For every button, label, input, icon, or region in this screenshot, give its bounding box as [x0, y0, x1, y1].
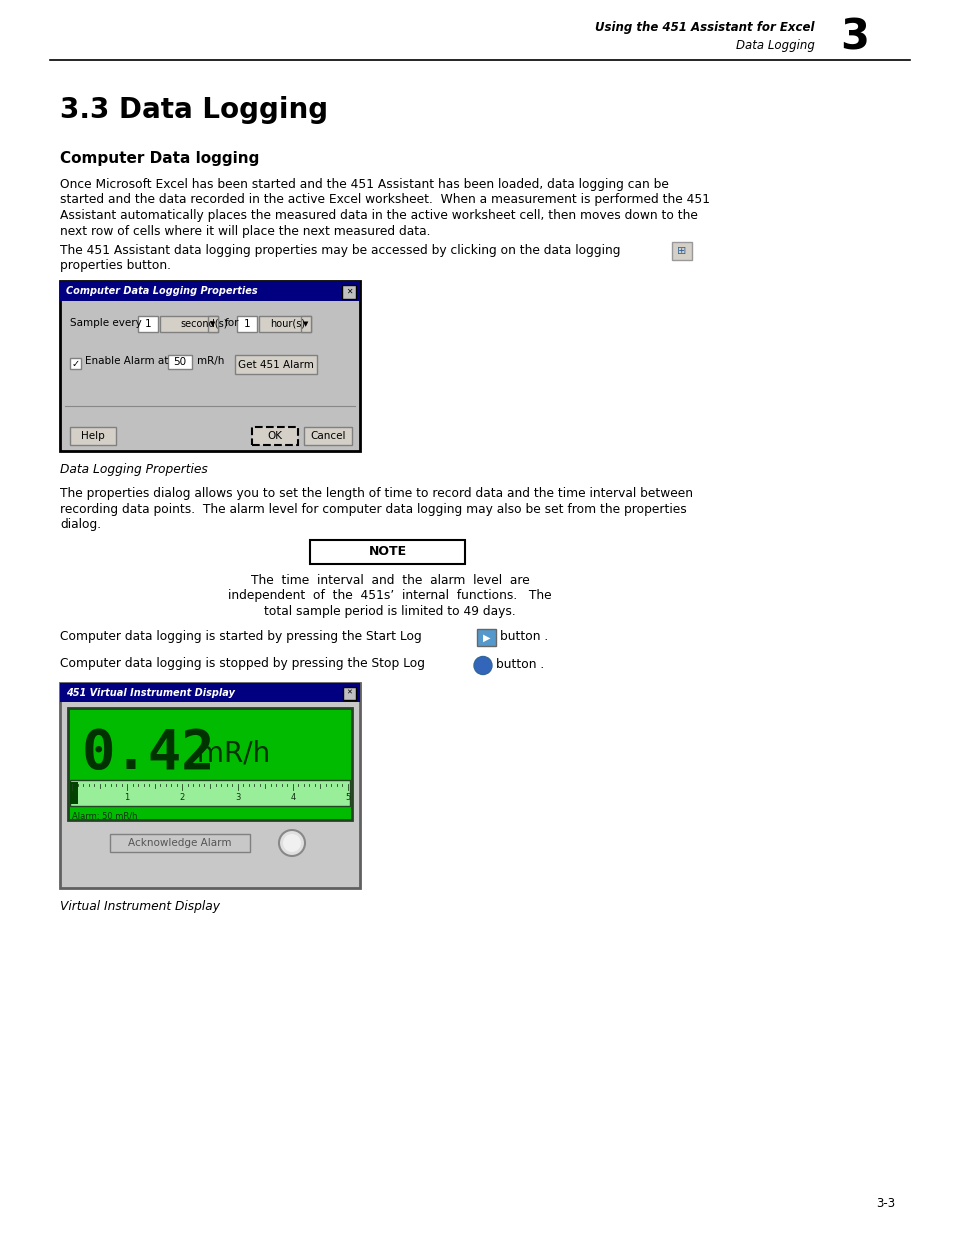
FancyBboxPatch shape — [301, 316, 311, 332]
Text: independent  of  the  451s’  internal  functions.   The: independent of the 451s’ internal functi… — [228, 589, 551, 601]
Text: The  time  interval  and  the  alarm  level  are: The time interval and the alarm level ar… — [251, 573, 529, 587]
FancyBboxPatch shape — [138, 316, 158, 332]
FancyBboxPatch shape — [252, 427, 297, 445]
Text: Assistant automatically places the measured data in the active worksheet cell, t: Assistant automatically places the measu… — [60, 209, 698, 222]
Text: started and the data recorded in the active Excel worksheet.  When a measurement: started and the data recorded in the act… — [60, 194, 709, 206]
FancyBboxPatch shape — [341, 285, 355, 299]
FancyBboxPatch shape — [208, 316, 218, 332]
Text: Alarm: 50 mR/h: Alarm: 50 mR/h — [71, 811, 137, 820]
FancyBboxPatch shape — [160, 316, 218, 332]
Text: 0: 0 — [70, 794, 74, 803]
Text: 5: 5 — [345, 794, 351, 803]
FancyBboxPatch shape — [168, 354, 192, 369]
Text: ▼: ▼ — [210, 321, 215, 327]
Text: 3.3 Data Logging: 3.3 Data Logging — [60, 96, 328, 124]
Text: The properties dialog allows you to set the length of time to record data and th: The properties dialog allows you to set … — [60, 487, 692, 500]
FancyBboxPatch shape — [236, 316, 256, 332]
Text: ✕: ✕ — [345, 287, 352, 295]
Text: Computer data logging is started by pressing the Start Log: Computer data logging is started by pres… — [60, 630, 421, 643]
FancyBboxPatch shape — [343, 687, 355, 700]
FancyBboxPatch shape — [304, 427, 352, 445]
FancyBboxPatch shape — [60, 282, 359, 451]
Text: Once Microsoft Excel has been started and the 451 Assistant has been loaded, dat: Once Microsoft Excel has been started an… — [60, 178, 668, 191]
Text: The 451 Assistant data logging properties may be accessed by clicking on the dat: The 451 Assistant data logging propertie… — [60, 245, 619, 257]
Text: 50: 50 — [173, 357, 187, 367]
Text: Data Logging Properties: Data Logging Properties — [60, 463, 208, 475]
Text: ✕: ✕ — [346, 689, 352, 695]
FancyBboxPatch shape — [60, 683, 359, 701]
FancyBboxPatch shape — [476, 629, 496, 646]
Text: for: for — [225, 317, 239, 329]
FancyBboxPatch shape — [70, 427, 116, 445]
FancyBboxPatch shape — [234, 354, 316, 374]
FancyBboxPatch shape — [70, 358, 81, 369]
Text: mR/h: mR/h — [188, 739, 270, 767]
Circle shape — [474, 657, 492, 674]
Text: Enable Alarm at: Enable Alarm at — [85, 356, 168, 366]
Text: 0.42: 0.42 — [82, 726, 215, 779]
FancyBboxPatch shape — [60, 282, 359, 301]
FancyBboxPatch shape — [258, 316, 311, 332]
FancyBboxPatch shape — [671, 242, 691, 261]
Circle shape — [278, 830, 305, 856]
Text: Cancel: Cancel — [310, 431, 345, 441]
Text: OK: OK — [267, 431, 282, 441]
Text: Using the 451 Assistant for Excel: Using the 451 Assistant for Excel — [595, 21, 814, 35]
Text: second(s): second(s) — [180, 319, 227, 329]
Text: Computer Data Logging Properties: Computer Data Logging Properties — [66, 287, 257, 296]
Text: mR/h: mR/h — [196, 356, 224, 366]
FancyBboxPatch shape — [110, 834, 250, 852]
Text: Virtual Instrument Display: Virtual Instrument Display — [60, 900, 220, 913]
Text: 1: 1 — [125, 794, 130, 803]
Text: 3: 3 — [234, 794, 240, 803]
Text: Computer data logging is stopped by pressing the Stop Log: Computer data logging is stopped by pres… — [60, 657, 424, 671]
FancyBboxPatch shape — [70, 781, 350, 806]
Text: Acknowledge Alarm: Acknowledge Alarm — [128, 839, 232, 848]
Text: Help: Help — [81, 431, 105, 441]
Text: 2: 2 — [179, 794, 185, 803]
Text: ▼: ▼ — [303, 321, 309, 327]
FancyBboxPatch shape — [68, 708, 352, 820]
Text: recording data points.  The alarm level for computer data logging may also be se: recording data points. The alarm level f… — [60, 503, 686, 515]
Text: 3-3: 3-3 — [875, 1197, 894, 1210]
Text: 4: 4 — [290, 794, 295, 803]
FancyBboxPatch shape — [70, 782, 78, 804]
Text: total sample period is limited to 49 days.: total sample period is limited to 49 day… — [264, 604, 516, 618]
Text: properties button.: properties button. — [60, 259, 171, 273]
Text: 451 Virtual Instrument Display: 451 Virtual Instrument Display — [66, 688, 234, 698]
Text: next row of cells where it will place the next measured data.: next row of cells where it will place th… — [60, 225, 430, 237]
Text: Data Logging: Data Logging — [736, 40, 814, 53]
Text: button .: button . — [499, 630, 548, 643]
Text: Computer Data logging: Computer Data logging — [60, 151, 259, 165]
Text: NOTE: NOTE — [368, 545, 406, 558]
Text: ⊞: ⊞ — [677, 246, 686, 256]
FancyBboxPatch shape — [60, 683, 359, 888]
Text: dialog.: dialog. — [60, 517, 101, 531]
Text: ▶: ▶ — [482, 632, 490, 642]
Circle shape — [283, 834, 301, 852]
Text: Sample every: Sample every — [70, 317, 142, 329]
FancyBboxPatch shape — [310, 540, 464, 563]
Text: hour(s): hour(s) — [270, 319, 305, 329]
Text: 1: 1 — [243, 319, 250, 329]
Text: 1: 1 — [145, 319, 152, 329]
Text: button .: button . — [496, 657, 543, 671]
Text: Get 451 Alarm: Get 451 Alarm — [238, 359, 314, 369]
Text: ✓: ✓ — [71, 358, 79, 368]
Text: 3: 3 — [840, 17, 868, 59]
